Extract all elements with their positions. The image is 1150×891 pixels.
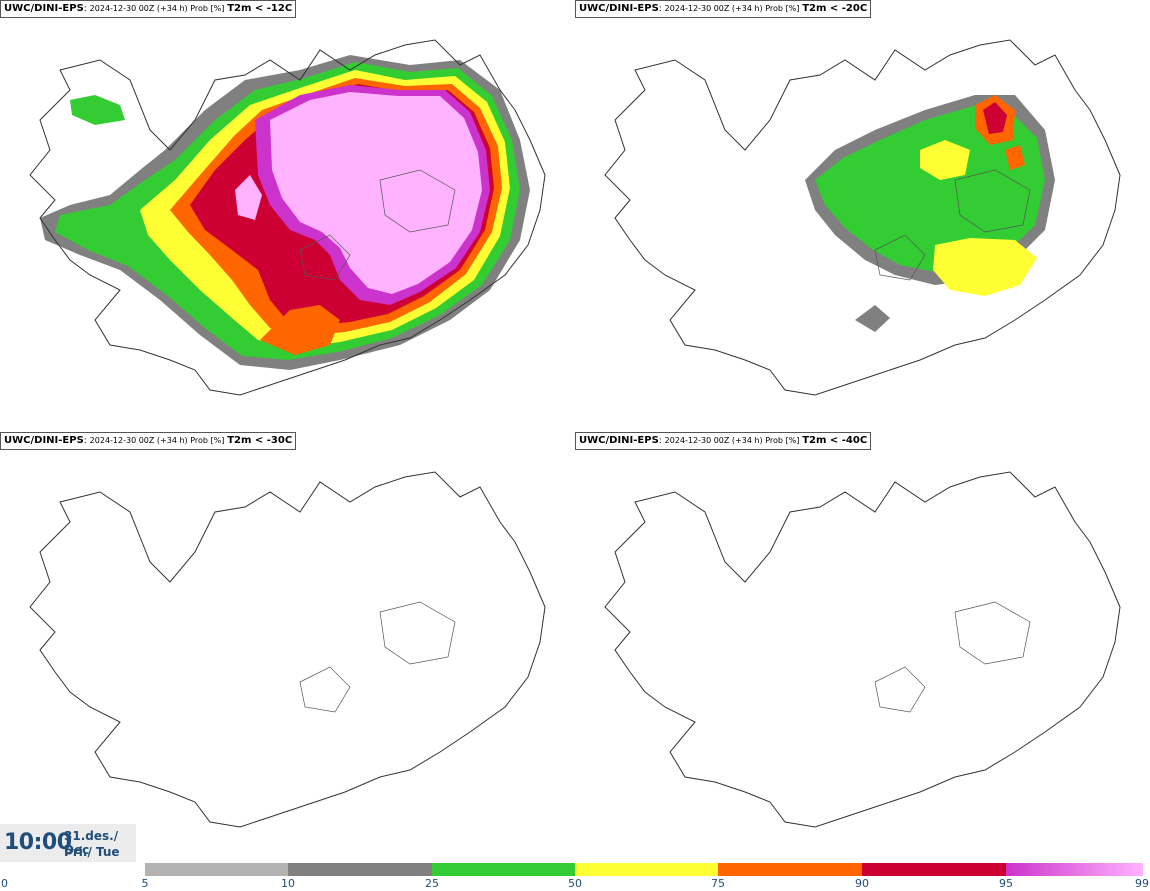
glacier-outline-12	[299, 169, 456, 281]
map-panel-t2m-20: UWC/DINI-EPS: 2024-12-30 00Z (+34 h) Pro…	[575, 0, 1150, 432]
colorbar-tick-label: 75	[711, 877, 725, 890]
colorbar-tick-label: 99	[1135, 877, 1149, 890]
colorbar-tick-label: 0	[1, 877, 8, 890]
panel-title-12: UWC/DINI-EPS: 2024-12-30 00Z (+34 h) Pro…	[0, 0, 297, 18]
map-panel-t2m-30: UWC/DINI-EPS: 2024-12-30 00Z (+34 h) Pro…	[0, 432, 575, 864]
colorbar-bin-5-10	[145, 863, 288, 876]
glacier-outline-20	[874, 169, 1031, 281]
colorbar-tick-label: 5	[142, 877, 149, 890]
valid-weekday: Þri./ Tue	[64, 845, 120, 859]
glacier-outline-30	[299, 601, 456, 713]
colorbar-tick-label: 90	[855, 877, 869, 890]
colorbar-tick-label: 50	[568, 877, 582, 890]
map-panel-t2m-12: UWC/DINI-EPS: 2024-12-30 00Z (+34 h) Pro…	[0, 0, 575, 432]
valid-date: 31.des./ Dec	[64, 829, 119, 857]
panel-title-40: UWC/DINI-EPS: 2024-12-30 00Z (+34 h) Pro…	[575, 432, 872, 450]
prob-field-12	[40, 55, 530, 370]
colorbar-bin-50-75	[575, 863, 718, 876]
coastline-40	[604, 471, 1121, 828]
coastline-30	[29, 471, 546, 828]
colorbar-tick-label: 25	[425, 877, 439, 890]
glacier-outline-40	[874, 601, 1031, 713]
colorbar-bin-90-95	[862, 863, 1006, 876]
colorbar-tick-label: 10	[281, 877, 295, 890]
prob-field-20	[805, 95, 1055, 332]
iceland-map-20	[604, 39, 1121, 396]
panel-title-30: UWC/DINI-EPS: 2024-12-30 00Z (+34 h) Pro…	[0, 432, 297, 450]
colorbar-bin-10-25	[288, 863, 432, 876]
colorbar-bin-75-90	[718, 863, 862, 876]
iceland-map-30	[29, 471, 546, 828]
probability-colorbar: 0 5 10 25 50 75 90 95 99	[1, 863, 1149, 890]
colorbar-bin-95-99	[1006, 863, 1143, 876]
valid-hour: 10:00	[4, 830, 72, 855]
map-panel-t2m-40: UWC/DINI-EPS: 2024-12-30 00Z (+34 h) Pro…	[575, 432, 1150, 864]
coastline-20	[604, 39, 1121, 396]
coastline-12	[29, 39, 546, 396]
panel-title-20: UWC/DINI-EPS: 2024-12-30 00Z (+34 h) Pro…	[575, 0, 872, 18]
colorbar-tick-label: 95	[999, 877, 1013, 890]
iceland-map-12	[29, 39, 546, 396]
colorbar-bin-25-50	[432, 863, 575, 876]
iceland-map-40	[604, 471, 1121, 828]
valid-time-box: 10:00 31.des./ Dec Þri./ Tue	[0, 824, 136, 862]
